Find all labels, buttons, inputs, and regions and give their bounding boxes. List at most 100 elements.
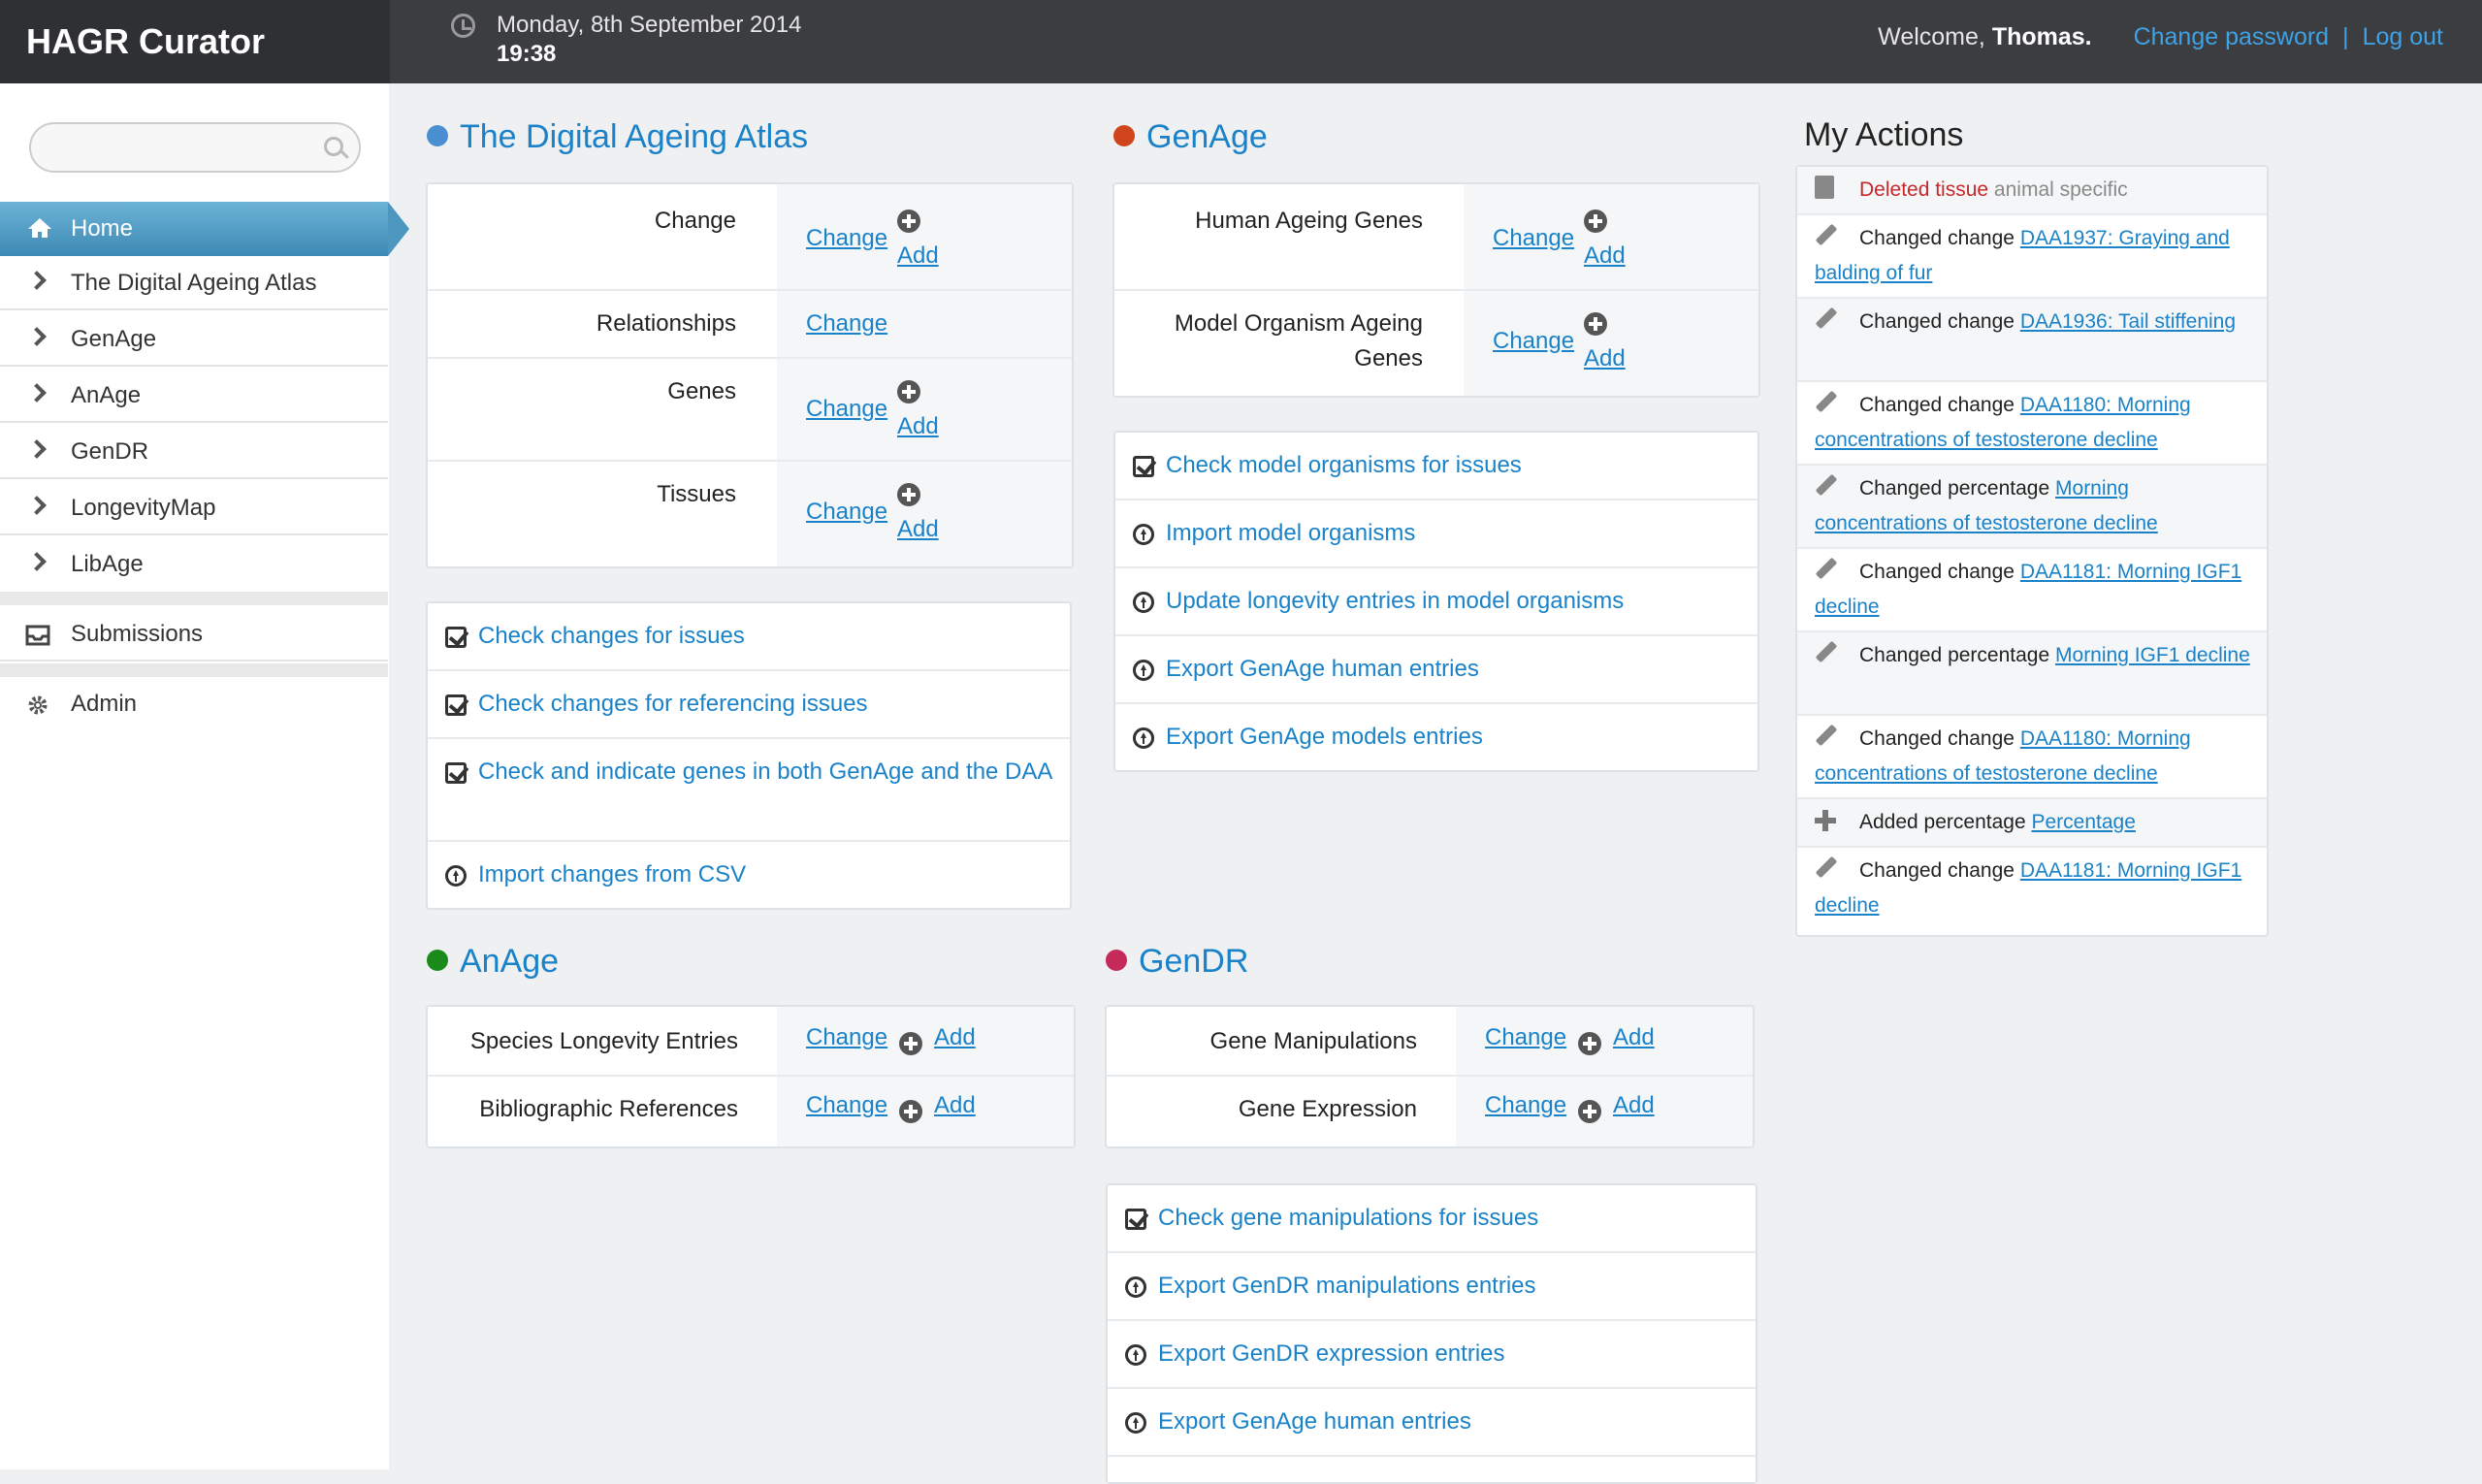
action-item[interactable]: Check changes for issues [428,603,1070,671]
action-link[interactable]: DAA1180: Morning concentrations of testo… [1815,394,2191,451]
action-label: Export GenDR expression entries [1158,1340,1505,1367]
genage-title[interactable]: GenAge [1113,118,1268,156]
change-link[interactable]: Change [1485,1092,1567,1118]
row-actions: Change Add [777,462,1072,566]
change-password-link[interactable]: Change password [2133,23,2330,50]
pencil-icon [1815,640,1838,663]
change-link[interactable]: Change [806,225,888,251]
add-link[interactable]: Add [1584,242,1626,269]
sidebar-item-daa[interactable]: The Digital Ageing Atlas [0,256,388,310]
daa-title[interactable]: The Digital Ageing Atlas [427,118,808,156]
action-link[interactable]: Morning concentrations of testosterone d… [1815,477,2158,534]
add-link[interactable]: Add [934,1092,976,1118]
sidebar-item-submissions[interactable]: Submissions [0,607,388,661]
sidebar-item-anage[interactable]: AnAge [0,369,388,423]
list-item-text: Changed percentage Morning concentration… [1815,471,2253,541]
row-label: Model Organism Ageing Genes [1175,306,1423,376]
logout-link[interactable]: Log out [2362,23,2443,50]
add-link[interactable]: Add [1613,1092,1655,1118]
action-item[interactable]: Import model organisms [1115,500,1757,568]
daa-panel: Change Change Add Relationships Change G… [426,182,1074,568]
add-icon[interactable] [1578,1100,1601,1123]
change-link[interactable]: Change [1493,328,1575,354]
change-link[interactable]: Change [806,499,888,525]
action-link[interactable]: DAA1937: Graying and balding of fur [1815,227,2230,284]
pencil-icon [1815,390,1838,413]
change-link[interactable]: Change [806,1024,888,1050]
change-link[interactable]: Change [806,396,888,422]
change-link[interactable]: Change [806,310,888,337]
my-actions-panel: Deleted tissue animal specific Changed c… [1795,165,2269,937]
add-icon[interactable] [899,1100,922,1123]
inbox-icon [25,625,50,646]
add-link[interactable]: Add [897,242,939,269]
table-row: Model Organism Ageing Genes Change Add [1114,291,1758,396]
action-item[interactable]: Check and indicate genes in both GenAge … [428,739,1070,842]
action-link[interactable]: Morning IGF1 decline [2055,644,2250,666]
add-icon[interactable] [897,210,920,233]
sidebar-item-label: LibAge [71,551,144,577]
list-item-text: Added percentage Percentage [1815,805,2253,840]
clock-icon [451,14,475,38]
action-item[interactable]: Export GenDR expression entries [1108,1321,1756,1389]
sidebar-item-libage[interactable]: LibAge [0,537,388,592]
gendr-title[interactable]: GenDR [1106,943,1248,981]
add-icon[interactable] [1584,210,1607,233]
change-link[interactable]: Change [1493,225,1575,251]
action-item[interactable]: Check changes for referencing issues [428,671,1070,739]
add-icon[interactable] [897,380,920,403]
checkbox-icon [445,694,467,716]
add-icon[interactable] [897,483,920,506]
action-link[interactable]: Percentage [2031,811,2136,833]
action-item[interactable]: Check gene manipulations for issues [1108,1185,1756,1253]
list-item: Changed percentage Morning concentration… [1797,466,2267,549]
action-link[interactable]: DAA1180: Morning concentrations of testo… [1815,727,2191,785]
table-row: Relationships Change [428,291,1072,359]
sidebar-item-label: LongevityMap [71,495,216,521]
sidebar-item-genage[interactable]: GenAge [0,312,388,367]
sidebar-item-admin[interactable]: Admin [0,677,388,731]
action-item[interactable]: Update longevity entries in model organi… [1115,568,1757,636]
list-item-text: Deleted tissue animal specific [1815,173,2253,208]
add-icon[interactable] [899,1032,922,1055]
sidebar-item-home[interactable]: Home [0,202,409,256]
separator: | [2342,23,2349,50]
top-bar: HAGR Curator Monday, 8th September 2014 … [0,0,2482,83]
action-item[interactable]: Export GenAge models entries [1115,704,1757,770]
sidebar-item-label: AnAge [71,382,142,408]
add-icon[interactable] [1578,1032,1601,1055]
action-link[interactable]: DAA1181: Morning IGF1 decline [1815,561,2242,618]
add-link[interactable]: Add [897,413,939,439]
gendr-actions-panel: Check gene manipulations for issues Expo… [1106,1183,1757,1484]
action-verb: Changed change [1859,310,2015,333]
action-link[interactable]: DAA1181: Morning IGF1 decline [1815,859,2242,917]
pencil-icon [1815,223,1838,246]
action-item[interactable]: Export GenDR manipulations entries [1108,1253,1756,1321]
action-item[interactable]: Import changes from CSV [428,842,1070,908]
add-icon[interactable] [1584,312,1607,336]
change-link[interactable]: Change [1485,1024,1567,1050]
add-link[interactable]: Add [1613,1024,1655,1050]
app-title[interactable]: HAGR Curator [0,0,390,83]
table-row: Human Ageing Genes Change Add [1114,184,1758,291]
search-input[interactable] [29,122,361,173]
anage-panel: Species Longevity Entries Change Add Bib… [426,1005,1076,1148]
change-link[interactable]: Change [806,1092,888,1118]
add-link[interactable]: Add [897,516,939,542]
list-item: Changed percentage Morning IGF1 decline [1797,632,2267,716]
sidebar-item-gendr[interactable]: GenDR [0,425,388,479]
anage-title[interactable]: AnAge [427,943,559,981]
action-item[interactable]: Check model organisms for issues [1115,433,1757,500]
upload-icon [1133,524,1154,545]
sidebar-item-longevitymap[interactable]: LongevityMap [0,481,388,535]
row-actions: Change Add [777,1007,1074,1075]
add-link[interactable]: Add [934,1024,976,1050]
add-link[interactable]: Add [1584,345,1626,371]
row-label: Gene Manipulations [1209,1028,1417,1054]
checkbox-icon [1125,1209,1146,1230]
action-item[interactable]: Export GenAge human entries [1115,636,1757,704]
action-verb: Changed percentage [1859,644,2050,666]
search-icon[interactable] [324,137,343,156]
action-item[interactable]: Export GenAge human entries [1108,1389,1756,1457]
action-link[interactable]: DAA1936: Tail stiffening [2019,310,2237,333]
